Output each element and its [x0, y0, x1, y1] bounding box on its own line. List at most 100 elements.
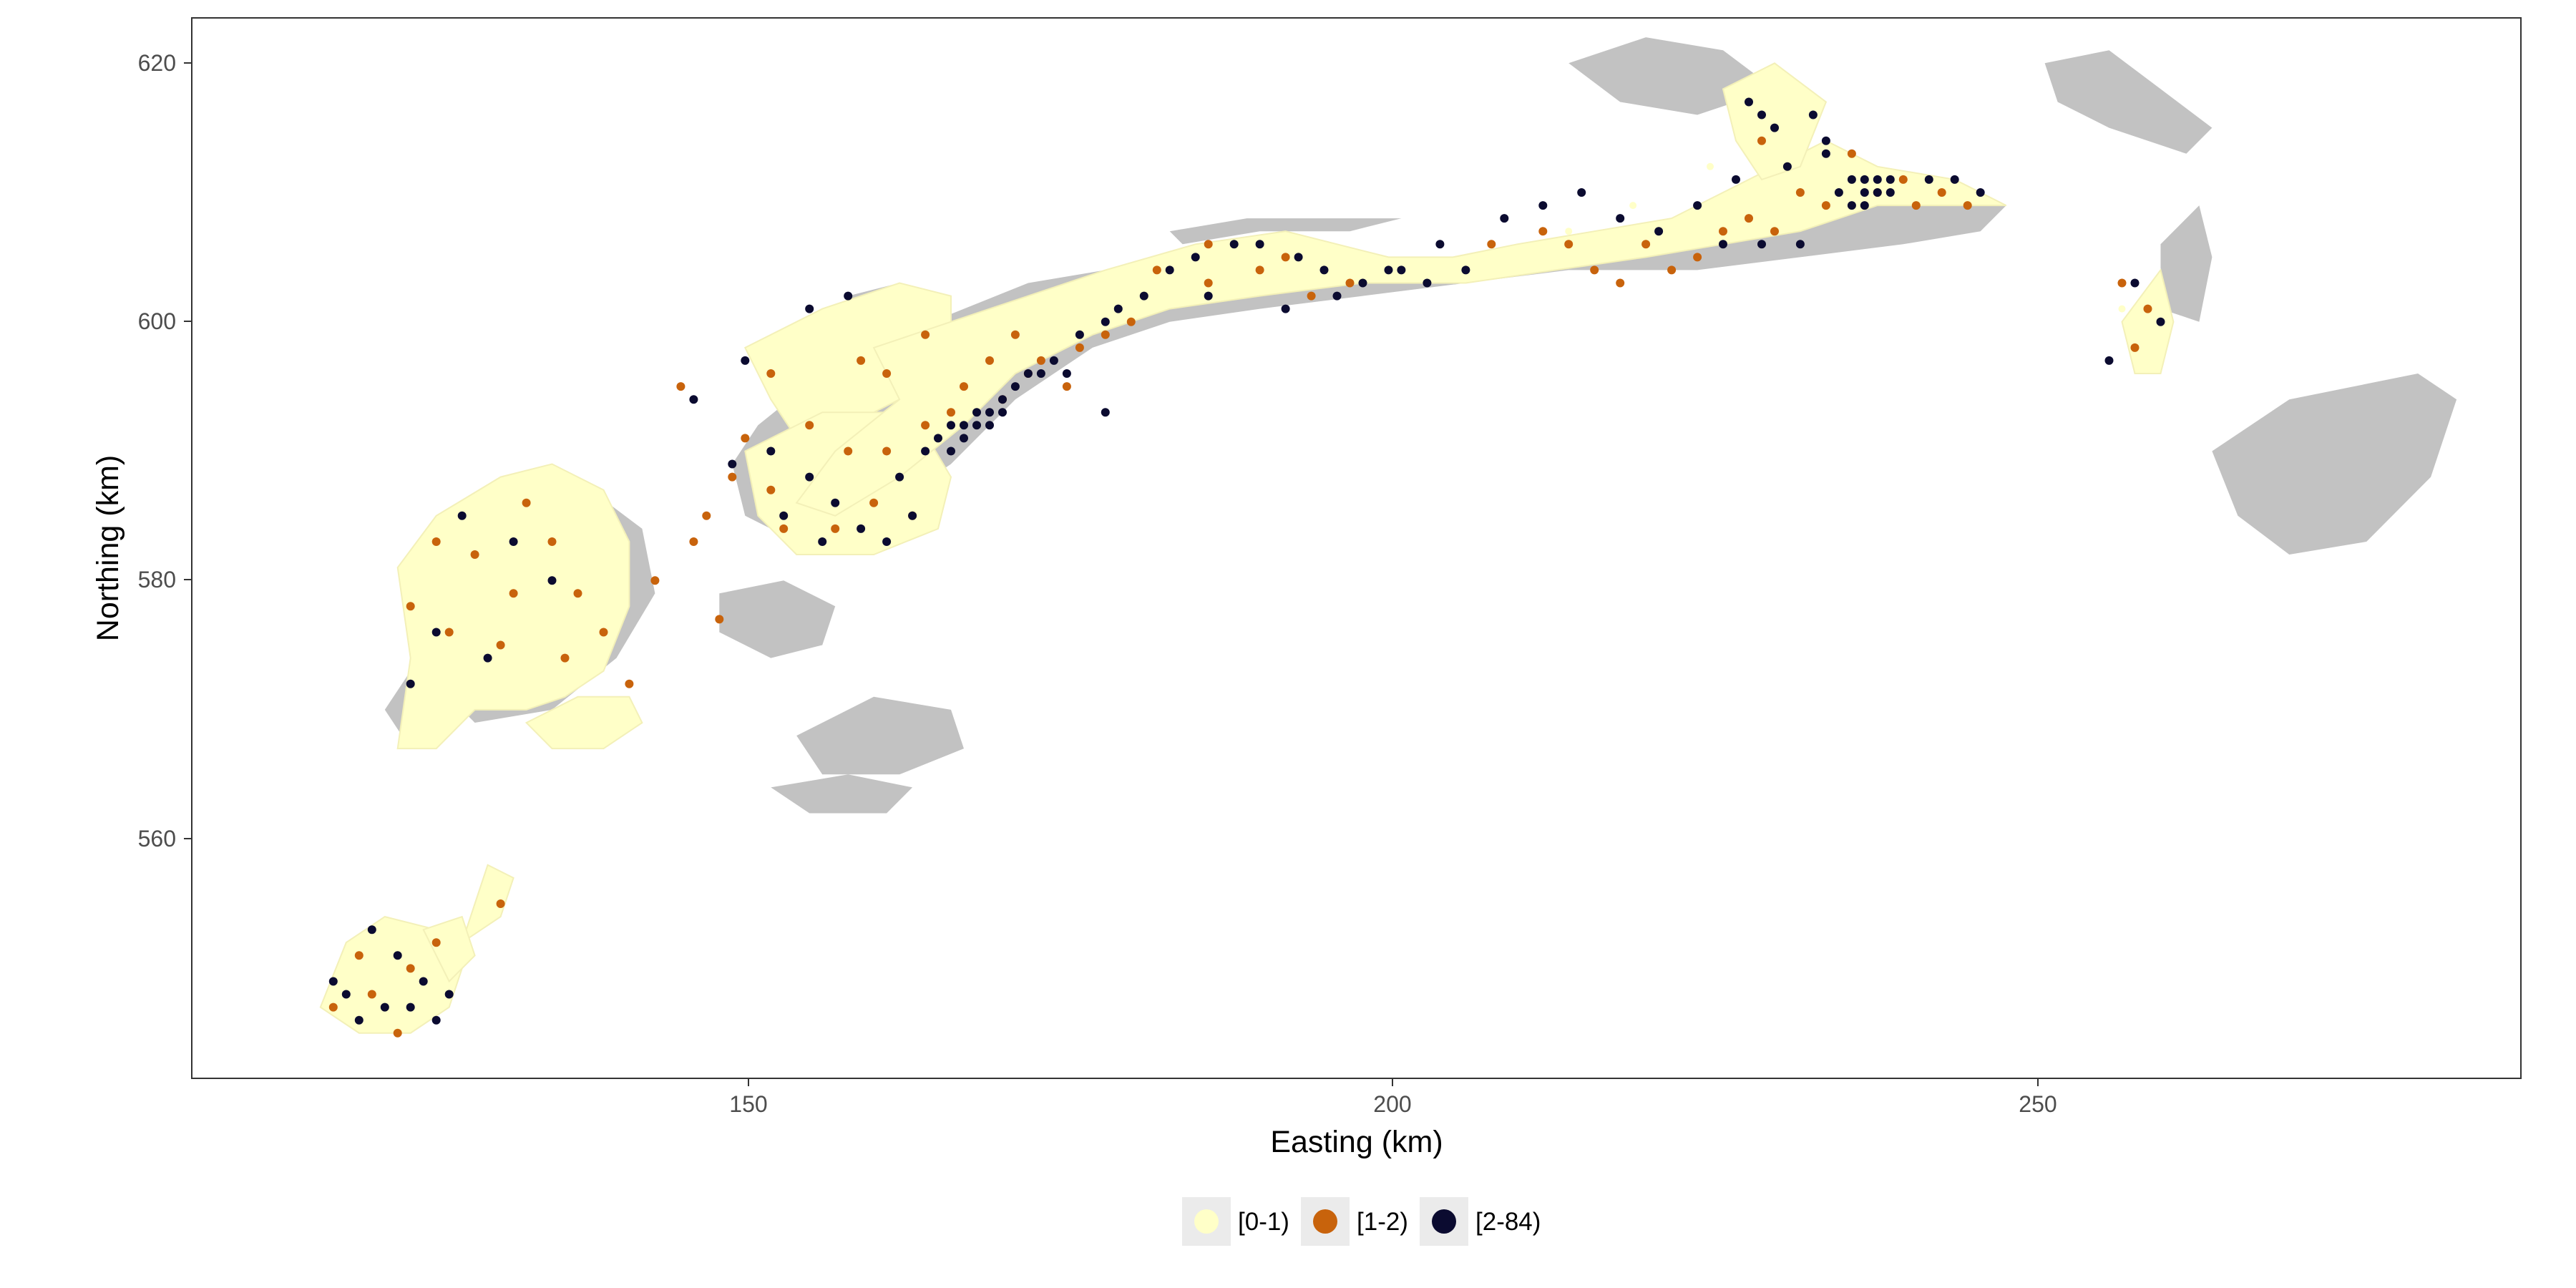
data-point [1500, 214, 1509, 223]
data-point [1873, 188, 1882, 197]
data-point [741, 434, 750, 443]
data-point [1049, 356, 1058, 365]
data-point [599, 628, 608, 637]
data-point [908, 511, 917, 520]
data-point [1294, 253, 1303, 262]
data-point [1629, 202, 1637, 210]
data-point [457, 511, 467, 520]
data-point [921, 330, 930, 339]
data-point [1782, 162, 1792, 171]
data-point [406, 1002, 415, 1012]
legend-label-mid: [1-2) [1357, 1208, 1408, 1236]
data-point [1461, 265, 1470, 275]
data-point [960, 434, 968, 443]
data-point [419, 952, 427, 960]
land-region [796, 696, 964, 775]
data-point [2118, 305, 2126, 313]
data-point [947, 447, 955, 456]
survey-area [422, 915, 476, 983]
data-point [1719, 227, 1727, 236]
y-tick-label: 560 [138, 826, 176, 852]
data-point [1757, 110, 1766, 119]
data-point [1255, 265, 1264, 275]
y-tick-label: 580 [138, 567, 176, 592]
data-point [869, 498, 879, 507]
data-point [1847, 201, 1856, 210]
data-point [779, 524, 789, 533]
land-region [719, 580, 836, 658]
data-point [1435, 240, 1445, 249]
data-point [922, 343, 930, 351]
data-point [355, 965, 363, 972]
data-point [483, 653, 492, 663]
data-point [1847, 175, 1856, 184]
legend-label-low: [0-1) [1238, 1208, 1289, 1236]
data-point [1319, 265, 1329, 275]
data-point [882, 537, 892, 546]
data-point [1140, 279, 1148, 287]
data-point [960, 382, 968, 391]
data-point [985, 408, 994, 417]
data-point [1513, 253, 1521, 261]
data-point [2130, 343, 2140, 352]
data-point [2117, 278, 2127, 288]
data-point [1062, 369, 1071, 378]
data-point [805, 304, 814, 313]
data-point [741, 356, 750, 365]
data-point [1101, 317, 1110, 326]
data-point [1139, 291, 1148, 301]
data-point [406, 964, 415, 973]
y-tick-label: 600 [138, 308, 176, 334]
data-point [1795, 240, 1805, 249]
legend: [0-1) [1-2) [2-84) [1182, 1197, 1541, 1246]
data-point [1590, 265, 1599, 275]
data-point [779, 511, 789, 520]
data-point [341, 990, 351, 999]
data-point [985, 356, 994, 365]
data-point [921, 447, 930, 456]
data-point [573, 589, 582, 598]
data-point [547, 576, 557, 585]
data-point [831, 524, 840, 533]
data-point [805, 472, 814, 482]
data-point [972, 408, 981, 417]
data-point [882, 369, 892, 378]
data-point [354, 951, 364, 960]
data-point [1036, 356, 1045, 365]
data-point [419, 654, 427, 662]
land-region [2212, 374, 2457, 555]
data-point [1641, 240, 1651, 249]
data-point [1358, 278, 1367, 288]
data-point [381, 977, 389, 985]
data-point [1808, 110, 1818, 119]
land-region [2044, 50, 2212, 154]
data-point [2130, 278, 2140, 288]
data-point [1487, 240, 1496, 249]
data-point [419, 977, 428, 986]
land-region [771, 774, 913, 814]
data-point [1616, 278, 1625, 288]
data-point [1565, 228, 1573, 235]
data-point [844, 291, 853, 301]
data-point [1577, 188, 1586, 197]
data-point [793, 396, 801, 404]
data-point [947, 408, 955, 417]
data-point [998, 408, 1007, 417]
legend-marker-mid [1313, 1209, 1337, 1234]
data-point [509, 537, 518, 546]
data-point [354, 1015, 364, 1025]
legend-label-high: [2-84) [1475, 1208, 1541, 1236]
data-point [1757, 240, 1766, 249]
data-point [1821, 201, 1830, 210]
data-point [702, 511, 711, 520]
data-point [689, 537, 698, 546]
data-point [1255, 240, 1264, 249]
data-point [1795, 188, 1805, 197]
data-point [1834, 188, 1843, 197]
data-point [1307, 291, 1316, 301]
data-point [1538, 227, 1548, 236]
data-point [1770, 123, 1779, 132]
data-point [1745, 97, 1753, 107]
data-point [857, 356, 866, 365]
data-point [367, 925, 376, 935]
